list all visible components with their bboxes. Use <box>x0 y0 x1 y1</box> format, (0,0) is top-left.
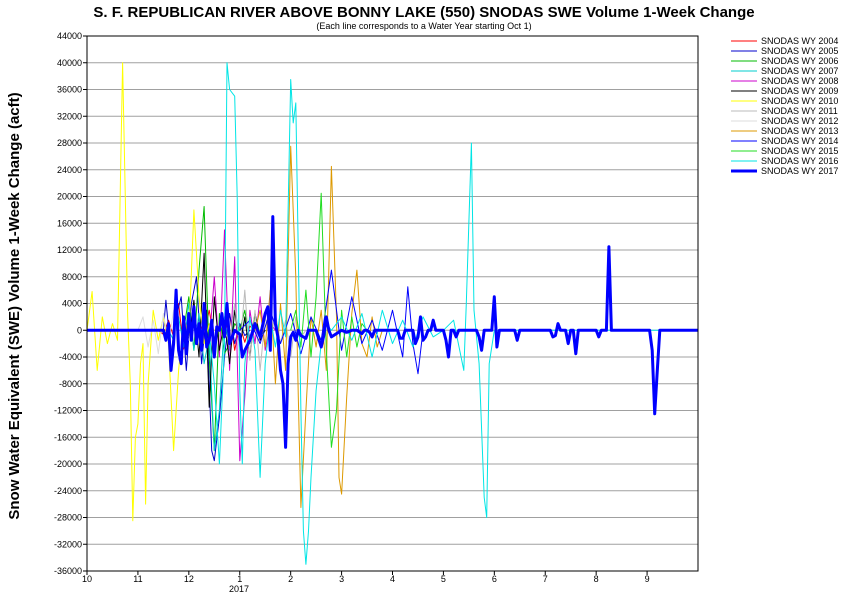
x-tick-label: 12 <box>184 574 194 584</box>
legend-label: SNODAS WY 2009 <box>761 86 838 96</box>
legend-label: SNODAS WY 2016 <box>761 156 838 166</box>
legend-label: SNODAS WY 2005 <box>761 46 838 56</box>
legend-label: SNODAS WY 2010 <box>761 96 838 106</box>
x-tick-label: 3 <box>339 574 344 584</box>
plot-area <box>86 62 698 565</box>
y-tick-label: -12000 <box>54 406 82 416</box>
series-line-12 <box>208 62 698 565</box>
y-tick-label: 28000 <box>57 138 82 148</box>
x-tick-label: 11 <box>133 574 142 584</box>
y-tick-label: 32000 <box>57 111 82 121</box>
y-tick-label: 40000 <box>57 58 82 68</box>
legend-label: SNODAS WY 2017 <box>761 166 838 176</box>
chart-title: S. F. REPUBLICAN RIVER ABOVE BONNY LAKE … <box>93 4 754 21</box>
y-tick-label: -16000 <box>54 432 82 442</box>
x-tick-label: 1 <box>237 574 242 584</box>
y-tick-label: 24000 <box>57 165 82 175</box>
legend-label: SNODAS WY 2004 <box>761 36 838 46</box>
y-tick-label: -20000 <box>54 459 82 469</box>
legend-label: SNODAS WY 2013 <box>761 126 838 136</box>
y-tick-label: -28000 <box>54 513 82 523</box>
legend-label: SNODAS WY 2014 <box>761 136 838 146</box>
series-line-6 <box>86 62 215 522</box>
y-tick-labels: 4400040000360003200028000240002000016000… <box>54 31 87 576</box>
legend-label: SNODAS WY 2012 <box>761 116 838 126</box>
x-tick-label: 8 <box>594 574 599 584</box>
x-tick-label: 10 <box>82 574 92 584</box>
x-tick-label: 9 <box>645 574 650 584</box>
y-tick-label: 12000 <box>57 245 82 255</box>
y-tick-label: 20000 <box>57 192 82 202</box>
x-tick-label: 4 <box>390 574 395 584</box>
series-line-11 <box>290 192 368 448</box>
y-tick-label: 36000 <box>57 85 82 95</box>
x-tick-label: 2 <box>288 574 293 584</box>
legend-label: SNODAS WY 2015 <box>761 146 838 156</box>
x-tick-label: 7 <box>543 574 548 584</box>
y-tick-label: -4000 <box>59 352 82 362</box>
legend-label: SNODAS WY 2011 <box>761 106 838 116</box>
y-tick-label: 44000 <box>57 31 82 41</box>
x-year-label: 2017 <box>229 584 249 594</box>
y-tick-label: 16000 <box>57 218 82 228</box>
x-tick-labels: 10 11 12 1 2 3 4 5 6 7 8 9 <box>82 571 650 584</box>
legend-label: SNODAS WY 2007 <box>761 66 838 76</box>
y-tick-label: 8000 <box>62 272 82 282</box>
y-tick-label: 0 <box>77 325 82 335</box>
y-tick-label: -8000 <box>59 379 82 389</box>
y-tick-label: 4000 <box>62 299 82 309</box>
plot-frame <box>86 35 699 572</box>
y-tick-label: -24000 <box>54 486 82 496</box>
series-line-9 <box>254 145 383 508</box>
legend-label: SNODAS WY 2006 <box>761 56 838 66</box>
y-tick-label: -36000 <box>54 566 82 576</box>
series-line-10 <box>239 269 424 375</box>
x-tick-label: 6 <box>492 574 497 584</box>
series-line-13 <box>87 215 698 449</box>
y-axis-label: Snow Water Equivalent (SWE) Volume 1-Wee… <box>6 92 23 519</box>
chart-subtitle: (Each line corresponds to a Water Year s… <box>316 21 531 31</box>
legend-label: SNODAS WY 2008 <box>761 76 838 86</box>
x-tick-label: 5 <box>441 574 446 584</box>
y-tick-label: -32000 <box>54 539 82 549</box>
